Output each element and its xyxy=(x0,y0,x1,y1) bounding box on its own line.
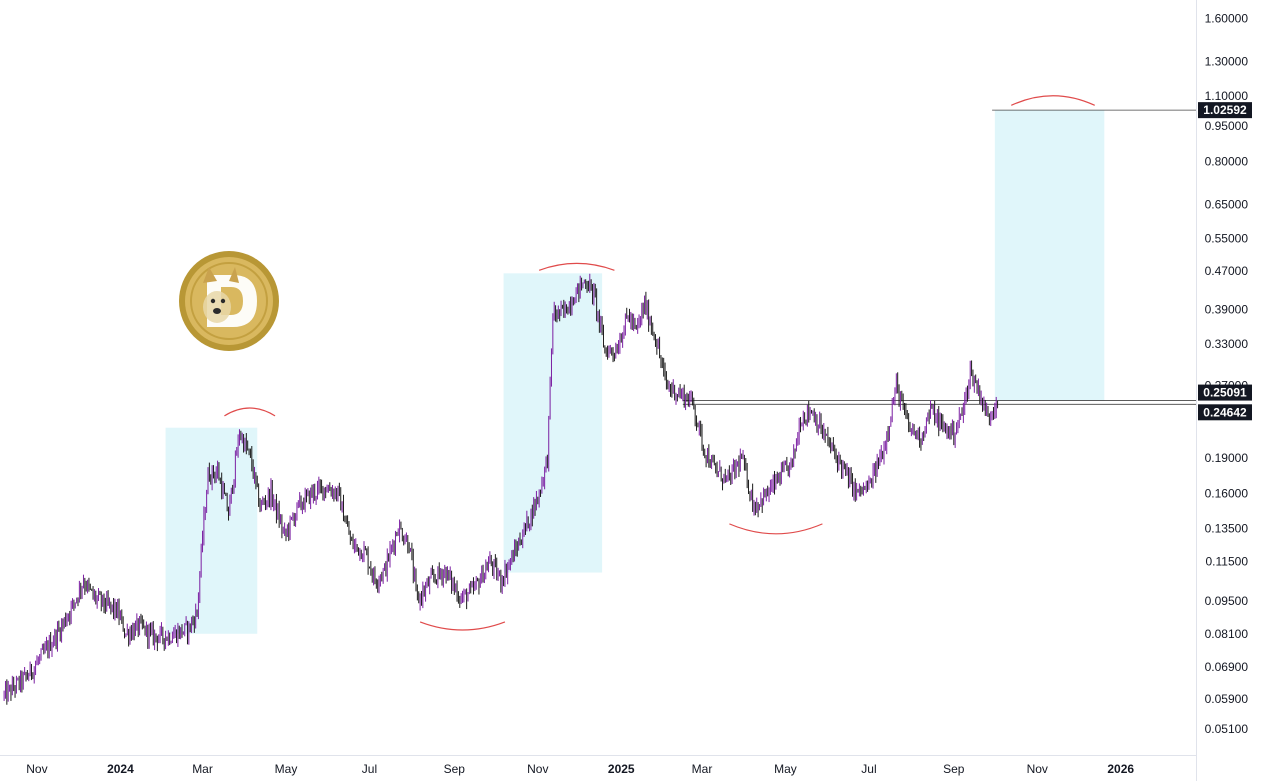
horizontal-levels xyxy=(682,109,1196,405)
price-tick-4: 0.80000 xyxy=(1205,154,1249,168)
time-tick-4: Jul xyxy=(362,762,377,776)
time-tick-3: May xyxy=(275,762,298,776)
price-tick-7: 0.47000 xyxy=(1205,264,1249,278)
price-tick-0: 1.60000 xyxy=(1205,11,1249,25)
arc-top-3 xyxy=(1011,95,1095,106)
price-tick-3: 0.95000 xyxy=(1205,119,1249,133)
price-tick-12: 0.16000 xyxy=(1205,486,1249,500)
arc-top-2 xyxy=(538,262,615,271)
time-tick-8: Mar xyxy=(692,762,713,776)
time-axis-ticks[interactable]: Nov 2024 Mar May Jul Sep Nov 2025 Mar May Jul Sep No… xyxy=(26,762,1134,776)
time-tick-2: Mar xyxy=(192,762,213,776)
price-tick-2: 1.10000 xyxy=(1205,89,1249,103)
price-tick-15: 0.09500 xyxy=(1205,594,1249,608)
price-tags: 0.25091 0.24642 1.02592 xyxy=(1198,102,1252,421)
time-tick-9: May xyxy=(774,762,797,776)
time-tick-7: 2025 xyxy=(608,762,635,776)
price-axis-ticks[interactable]: 1.60000 1.30000 1.10000 0.95000 0.80000 0.650… xyxy=(1205,11,1249,736)
price-tag-1 xyxy=(1198,384,1252,401)
arc-top-1 xyxy=(224,407,276,417)
time-tick-5: Sep xyxy=(444,762,466,776)
price-tick-6: 0.55000 xyxy=(1205,232,1249,246)
price-tag-label-1: 0.25091 xyxy=(1203,386,1247,400)
price-tag-2 xyxy=(1198,404,1252,421)
price-tick-1: 1.30000 xyxy=(1205,54,1249,68)
highlight-box-3 xyxy=(994,110,1105,401)
time-tick-13: 2026 xyxy=(1107,762,1134,776)
arc-bottom-4 xyxy=(419,621,506,631)
arc-bottom-5 xyxy=(729,523,823,535)
price-tick-13: 0.13500 xyxy=(1205,521,1249,535)
time-tick-12: Nov xyxy=(1027,762,1048,776)
price-tick-17: 0.06900 xyxy=(1205,660,1249,674)
price-tick-18: 0.05900 xyxy=(1205,692,1249,706)
highlight-boxes xyxy=(165,110,1105,634)
price-tick-5: 0.65000 xyxy=(1205,197,1249,211)
price-tick-9: 0.33000 xyxy=(1205,337,1249,351)
time-tick-0: Nov xyxy=(26,762,47,776)
time-tick-6: Nov xyxy=(527,762,548,776)
arc-annotations xyxy=(224,95,1095,631)
price-tag-label-2: 0.24642 xyxy=(1203,405,1247,419)
candles xyxy=(3,273,999,705)
price-tick-14: 0.11500 xyxy=(1206,554,1249,568)
dogecoin-logo xyxy=(179,251,279,351)
price-tag-3 xyxy=(1198,102,1252,119)
price-tick-19: 0.05100 xyxy=(1205,722,1249,736)
price-tick-8: 0.39000 xyxy=(1205,303,1249,317)
price-tag-label-3: 1.02592 xyxy=(1203,103,1247,117)
time-tick-11: Sep xyxy=(943,762,965,776)
time-tick-10: Jul xyxy=(861,762,876,776)
time-tick-1: 2024 xyxy=(107,762,134,776)
price-tick-11: 0.19000 xyxy=(1205,451,1249,465)
highlight-box-1 xyxy=(165,427,258,634)
price-tick-16: 0.08100 xyxy=(1205,627,1249,641)
